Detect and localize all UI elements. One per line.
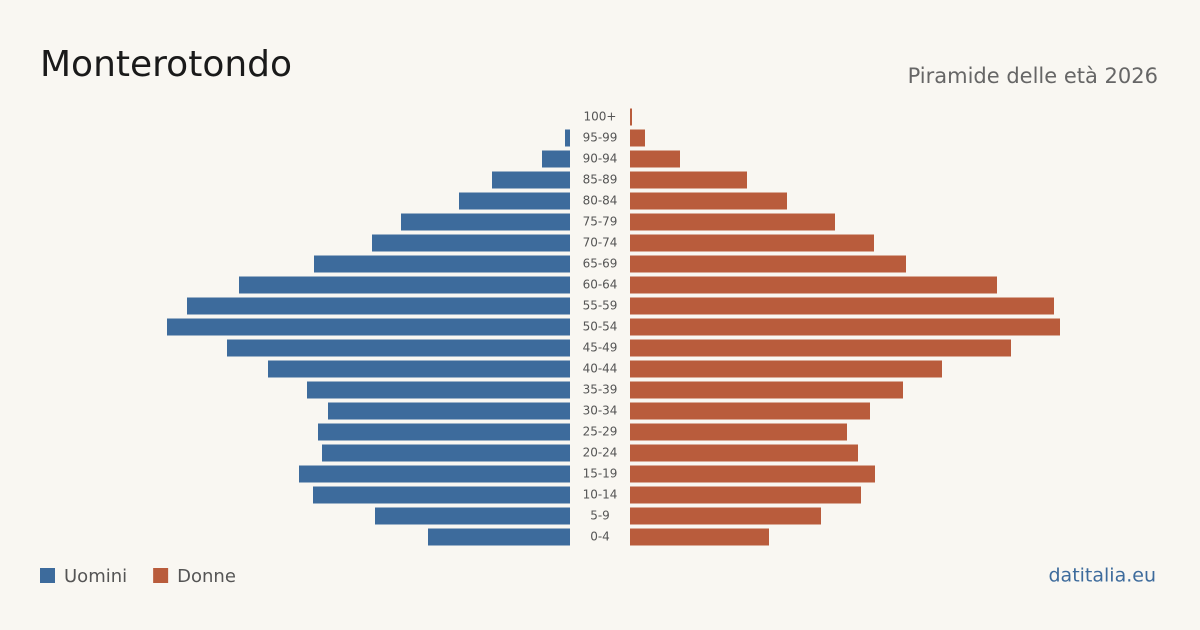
bar-women [630, 192, 787, 210]
legend-swatch [40, 568, 55, 583]
bar-women [630, 255, 906, 273]
bar-men [492, 171, 570, 189]
bar-men [375, 507, 570, 525]
bar-men [372, 234, 570, 252]
age-label: 20-24 [583, 446, 618, 460]
age-label: 60-64 [583, 278, 618, 292]
age-label: 40-44 [583, 362, 618, 376]
bar-women [630, 360, 942, 378]
legend-label: Uomini [64, 566, 127, 587]
bar-women [630, 150, 680, 168]
bar-men [459, 192, 570, 210]
age-label: 45-49 [583, 341, 618, 355]
age-label: 15-19 [583, 467, 618, 481]
age-label: 5-9 [590, 509, 610, 523]
age-label: 75-79 [583, 215, 618, 229]
bar-women [630, 402, 870, 420]
bar-men [313, 486, 570, 504]
bar-women [630, 297, 1054, 315]
bar-women [630, 528, 769, 546]
bar-women [630, 423, 847, 441]
bar-men [268, 360, 570, 378]
age-label: 10-14 [583, 488, 618, 502]
bar-men [239, 276, 570, 294]
bar-men [428, 528, 570, 546]
bar-women [630, 486, 861, 504]
age-label: 80-84 [583, 194, 618, 208]
age-label: 95-99 [583, 131, 618, 145]
bar-men [401, 213, 570, 231]
age-label: 100+ [584, 110, 617, 124]
age-label: 65-69 [583, 257, 618, 271]
bar-women [630, 381, 903, 399]
bar-men [328, 402, 570, 420]
bar-women [630, 108, 632, 126]
bar-women [630, 213, 835, 231]
chart-title: Monterotondo [40, 44, 292, 85]
bar-women [630, 507, 821, 525]
age-label: 35-39 [583, 383, 618, 397]
chart-subtitle: Piramide delle età 2026 [908, 64, 1158, 88]
bar-men [299, 465, 570, 483]
age-label: 0-4 [590, 530, 610, 544]
bar-men [322, 444, 570, 462]
bar-men [307, 381, 570, 399]
bar-men [167, 318, 570, 336]
age-label: 30-34 [583, 404, 618, 418]
bar-men [318, 423, 570, 441]
bar-women [630, 276, 997, 294]
bar-men [542, 150, 570, 168]
bar-women [630, 171, 747, 189]
bar-men [314, 255, 570, 273]
age-label: 70-74 [583, 236, 618, 250]
age-label: 55-59 [583, 299, 618, 313]
age-label: 85-89 [583, 173, 618, 187]
bar-men [227, 339, 570, 357]
age-label: 90-94 [583, 152, 618, 166]
bar-women [630, 444, 858, 462]
age-label: 25-29 [583, 425, 618, 439]
source: datitalia.eu [1049, 565, 1157, 587]
bar-women [630, 234, 874, 252]
age-label: 50-54 [583, 320, 618, 334]
bar-men [187, 297, 570, 315]
bar-men [565, 129, 570, 147]
legend-swatch [153, 568, 169, 583]
bar-women [630, 318, 1060, 336]
bar-women [630, 129, 645, 147]
bar-women [630, 465, 875, 483]
bar-women [630, 339, 1011, 357]
legend-label: Donne [177, 566, 236, 587]
